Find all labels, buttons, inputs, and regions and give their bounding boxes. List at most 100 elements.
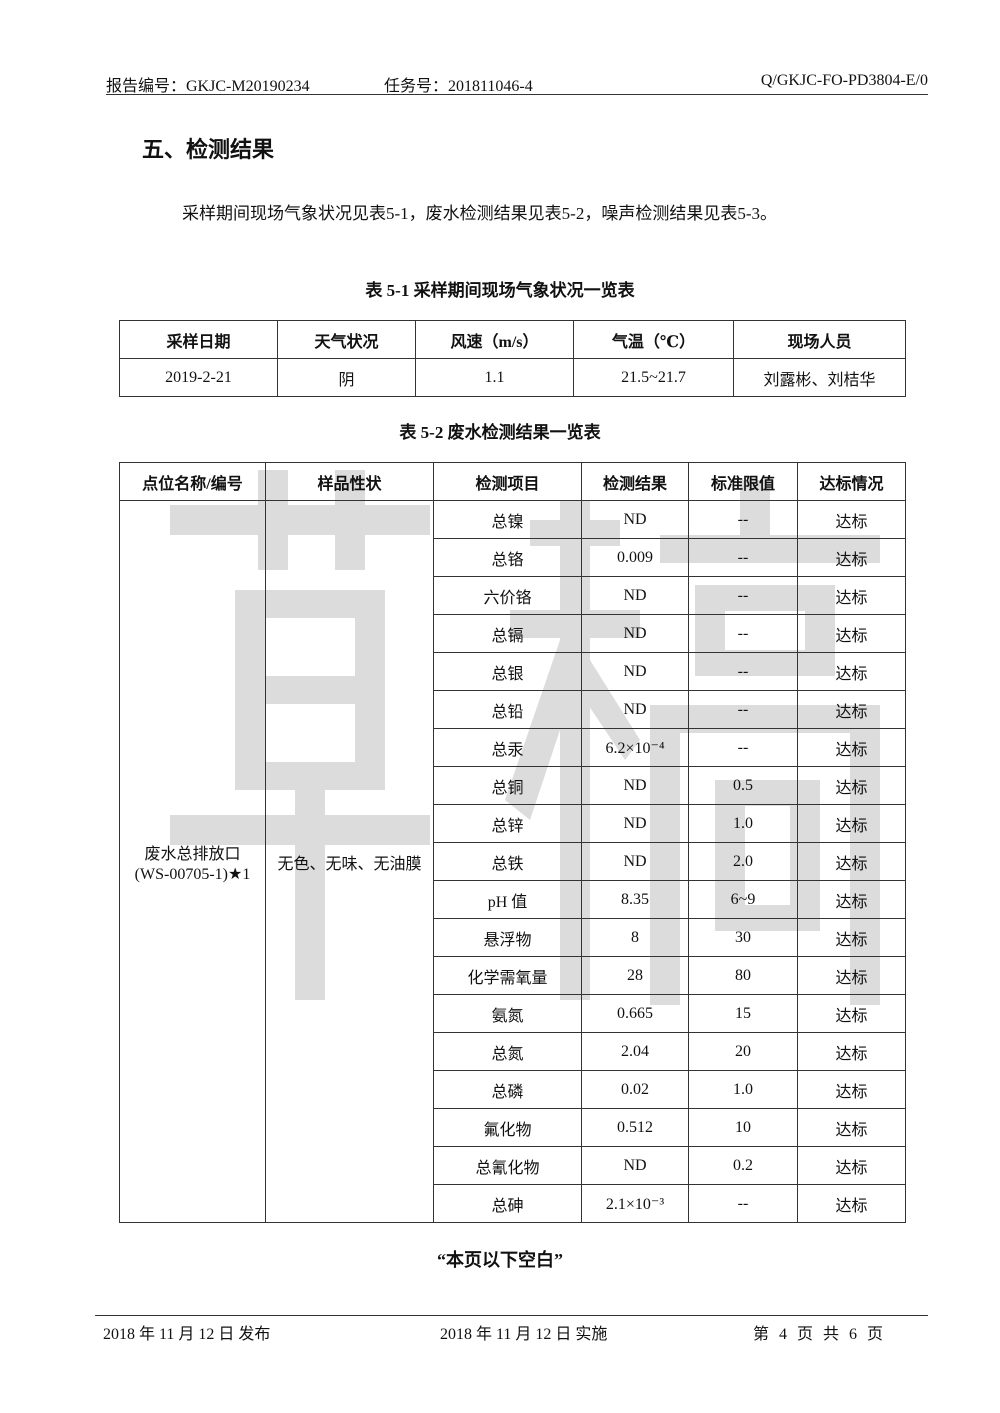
col-header: 现场人员 <box>733 320 906 359</box>
cell: 达标 <box>797 690 906 729</box>
col-header: 天气状况 <box>277 320 416 359</box>
cell: 总锌 <box>433 804 582 843</box>
cell: 化学需氧量 <box>433 956 582 995</box>
cell: -- <box>688 690 798 729</box>
table-row: 总铅 ND -- 达标 <box>120 690 906 729</box>
cell: 总磷 <box>433 1070 582 1109</box>
cell: 8 <box>581 918 689 957</box>
table-row: 氨氮 0.665 15 达标 <box>120 994 906 1033</box>
table2-caption: 表 5-2 废水检测结果一览表 <box>399 423 601 442</box>
effective-date: 2018 年 11 月 12 日 实施 <box>440 1326 608 1343</box>
cell: 总氮 <box>433 1032 582 1071</box>
cell: 21.5~21.7 <box>573 358 734 397</box>
cell: 总铬 <box>433 538 582 577</box>
cell: 悬浮物 <box>433 918 582 957</box>
cell: 总砷 <box>433 1184 582 1223</box>
cell: 30 <box>688 918 798 957</box>
cell: 2.0 <box>688 842 798 881</box>
cell: ND <box>581 842 689 881</box>
cell: 达标 <box>797 1108 906 1147</box>
cell: 总银 <box>433 652 582 691</box>
cell: pH 值 <box>433 880 582 919</box>
cell: 总镍 <box>433 500 582 539</box>
cell: 达标 <box>797 994 906 1033</box>
cell: 2.04 <box>581 1032 689 1071</box>
cell: 总氰化物 <box>433 1146 582 1185</box>
table-row: 总氰化物 ND 0.2 达标 <box>120 1146 906 1185</box>
cell: 总镉 <box>433 614 582 653</box>
cell: 80 <box>688 956 798 995</box>
cell: 1.0 <box>688 1070 798 1109</box>
cell: 0.2 <box>688 1146 798 1185</box>
table-row: 总汞 6.2×10⁻⁴ -- 达标 <box>120 728 906 767</box>
cell: 8.35 <box>581 880 689 919</box>
table1-caption: 表 5-1 采样期间现场气象状况一览表 <box>365 281 635 300</box>
table-row: 2019-2-21 阴 1.1 21.5~21.7 刘露彬、刘桔华 <box>119 358 906 397</box>
cell: 0.5 <box>688 766 798 805</box>
cell: -- <box>688 500 798 539</box>
cell: ND <box>581 766 689 805</box>
cell: ND <box>581 652 689 691</box>
cell: -- <box>688 538 798 577</box>
cell: 六价铬 <box>433 576 582 615</box>
cell: 6~9 <box>688 880 798 919</box>
section-title: 五、检测结果 <box>142 138 275 163</box>
cell: 2.1×10⁻³ <box>581 1184 689 1223</box>
table-row: 总氮 2.04 20 达标 <box>120 1032 906 1071</box>
site-cell: 废水总排放口(WS-00705-1)★1 <box>119 500 266 1223</box>
cell: 总铅 <box>433 690 582 729</box>
cell: 2019-2-21 <box>119 358 278 397</box>
cell: 达标 <box>797 956 906 995</box>
cell: 20 <box>688 1032 798 1071</box>
cell: ND <box>581 500 689 539</box>
table-row: 总砷 2.1×10⁻³ -- 达标 <box>120 1184 906 1223</box>
cell: ND <box>581 690 689 729</box>
cell: 达标 <box>797 766 906 805</box>
col-header: 检测项目 <box>433 462 582 501</box>
cell: -- <box>688 576 798 615</box>
table-row: pH 值 8.35 6~9 达标 <box>120 880 906 919</box>
cell: -- <box>688 652 798 691</box>
cell: 达标 <box>797 842 906 881</box>
cell: 0.009 <box>581 538 689 577</box>
col-header: 标准限值 <box>688 462 798 501</box>
blank-note: “本页以下空白” <box>437 1250 563 1270</box>
cell: 总铜 <box>433 766 582 805</box>
intro-paragraph: 采样期间现场气象状况见表5-1，废水检测结果见表5-2，噪声检测结果见表5-3。 <box>182 204 777 223</box>
cell: -- <box>688 1184 798 1223</box>
cell: -- <box>688 614 798 653</box>
report-number: 报告编号：GKJC-M20190234 <box>106 78 310 95</box>
cell: 达标 <box>797 1184 906 1223</box>
cell: 0.665 <box>581 994 689 1033</box>
page-number: 第 4 页 共 6 页 <box>753 1326 887 1343</box>
col-header: 采样日期 <box>119 320 278 359</box>
cell: 0.512 <box>581 1108 689 1147</box>
cell: 达标 <box>797 652 906 691</box>
cell: 15 <box>688 994 798 1033</box>
col-header: 风速（m/s） <box>415 320 574 359</box>
cell: 阴 <box>277 358 416 397</box>
table-row: 总铬 0.009 -- 达标 <box>120 538 906 577</box>
cell: 1.1 <box>415 358 574 397</box>
col-header: 点位名称/编号 <box>119 462 266 501</box>
sample-cell: 无色、无味、无油膜 <box>265 500 434 1223</box>
cell: 达标 <box>797 614 906 653</box>
col-header: 气温（℃） <box>573 320 734 359</box>
cell: 总铁 <box>433 842 582 881</box>
cell: 达标 <box>797 1070 906 1109</box>
cell: 达标 <box>797 576 906 615</box>
cell: 达标 <box>797 728 906 767</box>
col-header: 检测结果 <box>581 462 689 501</box>
cell: 0.02 <box>581 1070 689 1109</box>
cell: 28 <box>581 956 689 995</box>
cell: ND <box>581 614 689 653</box>
page-footer: 2018 年 11 月 12 日 发布 2018 年 11 月 12 日 实施 … <box>95 1315 928 1343</box>
issue-date: 2018 年 11 月 12 日 发布 <box>103 1326 271 1343</box>
cell: 达标 <box>797 1146 906 1185</box>
cell: ND <box>581 804 689 843</box>
weather-table: 采样日期 天气状况 风速（m/s） 气温（℃） 现场人员 2019-2-21 阴… <box>119 320 906 397</box>
cell: 10 <box>688 1108 798 1147</box>
wastewater-table: 点位名称/编号 样品性状 检测项目 检测结果 标准限值 达标情况 废水总排放口(… <box>119 462 906 1223</box>
cell: 氨氮 <box>433 994 582 1033</box>
cell: 刘露彬、刘桔华 <box>733 358 906 397</box>
